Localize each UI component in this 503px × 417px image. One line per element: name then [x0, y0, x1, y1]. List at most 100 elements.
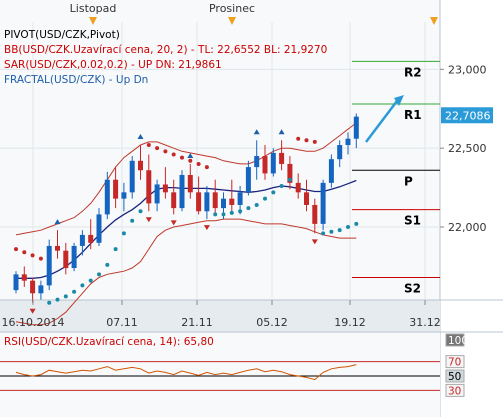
y-tick-label: 22,500 [448, 142, 487, 155]
sar-dot [171, 152, 176, 157]
candle-body [270, 152, 276, 174]
candle-body [162, 184, 168, 193]
sar-dot [97, 272, 101, 277]
sar-dot [271, 190, 276, 195]
forecast-arrow-icon [365, 95, 404, 143]
candle-body [71, 245, 77, 269]
sar-dot [221, 212, 226, 217]
legend-bollinger: BB(USD/CZK.Uzavírací cena, 20, 2) - TL: … [4, 44, 327, 56]
sar-dot [354, 221, 359, 226]
candle-body [13, 274, 19, 291]
rsi-level-badge [445, 355, 465, 369]
y-tick-label: 22,000 [448, 221, 487, 234]
sar-dot [155, 146, 160, 151]
candle-body [63, 250, 69, 269]
pivot-label-r2: R2 [404, 65, 422, 79]
sar-dot [163, 149, 168, 154]
sar-dot [130, 218, 135, 223]
candle-body [337, 145, 343, 160]
sar-dot [88, 278, 93, 283]
rsi-level-label: 30 [448, 385, 461, 397]
candle-body [353, 116, 359, 139]
rsi-level-label: 50 [448, 371, 461, 383]
candle-body [212, 192, 218, 209]
fractal-down-arrow-icon [203, 225, 210, 231]
candle-body [138, 160, 143, 171]
x-tick-label: 21.11 [181, 316, 213, 329]
top-label-listopad: Listopad [70, 2, 117, 15]
sar-dot [38, 256, 43, 261]
sar-dot [246, 206, 251, 211]
candle-body [96, 214, 102, 243]
candle-body [88, 234, 94, 243]
sar-dot [238, 209, 243, 214]
sar-dot [204, 165, 209, 170]
navigator-marker-icon [89, 17, 97, 25]
candle-body [320, 182, 326, 224]
fractal-up-arrow-icon [187, 152, 194, 158]
fractal-down-arrow-icon [170, 220, 177, 226]
candle-body [154, 184, 160, 204]
candle-body [171, 192, 177, 209]
candle-body [79, 234, 85, 246]
rsi-level-badge [445, 369, 465, 383]
fractal-up-arrow-icon [253, 129, 260, 135]
sar-dot [304, 138, 309, 143]
bollinger-upper-band [15, 122, 357, 236]
pivot-label-s1: S1 [404, 214, 421, 228]
price-axis-area [440, 0, 503, 300]
sar-dot [213, 212, 218, 217]
sar-dot [80, 283, 85, 288]
sar-dot [72, 289, 77, 294]
sar-dot [229, 210, 234, 215]
sar-dot [263, 196, 267, 201]
sar-dot [337, 228, 342, 233]
sar-dot [312, 139, 317, 144]
sar-dot [296, 136, 301, 141]
candle-body [345, 138, 351, 146]
navigator-marker-icon [430, 17, 438, 25]
sar-dot [146, 143, 151, 148]
sar-dot [105, 262, 110, 267]
candle-body [121, 192, 127, 199]
candle-body [146, 170, 152, 204]
candle-body [312, 204, 318, 224]
rsi-level-badge [445, 333, 465, 347]
sar-dot [63, 294, 68, 299]
x-tick-label: 07.11 [106, 316, 138, 329]
candle-body [21, 274, 27, 281]
rsi-level-badge [445, 383, 465, 397]
candle-body [279, 152, 285, 164]
sar-dot [30, 253, 35, 258]
candle-body [245, 167, 251, 193]
sar-dot [180, 155, 184, 160]
pivot-label-s2: S2 [404, 281, 421, 295]
candle-body [304, 192, 309, 205]
sar-dot [196, 161, 201, 166]
time-axis-area [0, 300, 440, 332]
legend-sar: SAR(USD/CZK,0.02,0.2) - UP DN: 21,9861 [4, 59, 222, 71]
pivot-label-p: P [404, 174, 413, 188]
sar-dot [279, 184, 284, 189]
candle-body [204, 192, 210, 212]
candle-body [254, 156, 260, 168]
candle-body [187, 174, 193, 193]
candle-body [55, 245, 60, 251]
sar-dot [47, 300, 52, 305]
candle-body [221, 198, 226, 209]
candle-body [129, 160, 135, 193]
candle-body [237, 192, 243, 205]
top-label-prosinec: Prosinec [209, 2, 255, 15]
fractal-down-arrow-icon [29, 308, 36, 314]
rsi-level-label: 70 [448, 357, 461, 369]
last-price-label: 22,7086 [445, 109, 491, 122]
last-price-badge [441, 107, 493, 124]
sar-dot [22, 250, 27, 255]
candle-body [38, 285, 44, 294]
rsi-legend: RSI(USD/CZK.Uzavírací cena, 14): 65,80 [4, 336, 214, 348]
candle-body [262, 156, 268, 174]
x-tick-label: 05.12 [256, 316, 288, 329]
sar-dot [188, 158, 193, 163]
rsi-level-label: 100 [448, 335, 468, 347]
